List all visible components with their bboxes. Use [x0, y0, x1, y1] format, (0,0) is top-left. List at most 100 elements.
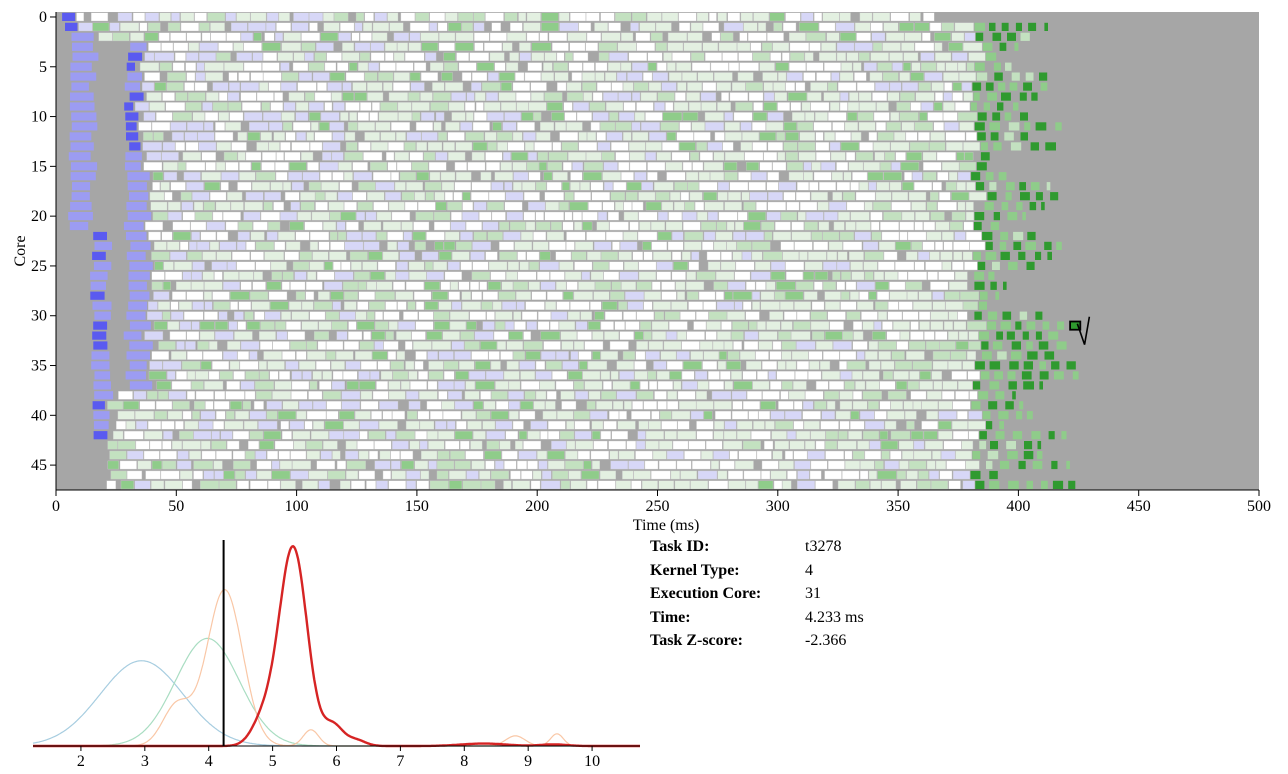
task-block[interactable] [92, 331, 107, 340]
task-block[interactable] [154, 82, 167, 91]
task-block[interactable] [175, 142, 185, 151]
task-block[interactable] [578, 22, 592, 32]
task-block[interactable] [598, 52, 610, 61]
task-block[interactable] [677, 391, 696, 400]
task-block[interactable] [314, 331, 329, 340]
task-block[interactable] [695, 391, 707, 400]
task-block[interactable] [748, 410, 759, 420]
task-block[interactable] [378, 112, 398, 121]
task-block[interactable] [237, 181, 252, 191]
task-block[interactable] [723, 22, 744, 32]
task-block[interactable] [191, 321, 200, 330]
task-block[interactable] [690, 480, 709, 490]
task-block[interactable] [696, 311, 709, 321]
task-block[interactable] [464, 102, 476, 111]
task-block[interactable] [359, 32, 372, 42]
task-block[interactable] [1031, 92, 1038, 101]
task-block[interactable] [963, 301, 978, 311]
task-block[interactable] [305, 291, 315, 301]
task-block[interactable] [499, 440, 511, 450]
task-block[interactable] [344, 151, 363, 161]
task-block[interactable] [842, 241, 863, 251]
task-block[interactable] [144, 430, 163, 440]
task-block[interactable] [837, 440, 857, 450]
task-block[interactable] [682, 211, 697, 221]
task-block[interactable] [425, 261, 433, 271]
task-block[interactable] [236, 241, 246, 251]
task-block[interactable] [322, 142, 341, 151]
task-block[interactable] [460, 440, 470, 450]
task-block[interactable] [162, 460, 177, 470]
task-block[interactable] [752, 381, 770, 390]
task-block[interactable] [924, 72, 943, 81]
task-block[interactable] [392, 440, 409, 450]
task-block[interactable] [202, 251, 217, 261]
task-block[interactable] [474, 331, 494, 340]
task-block[interactable] [319, 381, 332, 390]
task-block[interactable] [868, 470, 877, 480]
task-block[interactable] [620, 62, 632, 71]
task-block[interactable] [249, 430, 264, 440]
task-block[interactable] [469, 52, 490, 61]
task-block[interactable] [346, 381, 359, 390]
task-block[interactable] [513, 281, 529, 291]
task-block[interactable] [207, 12, 226, 22]
task-block[interactable] [758, 410, 771, 420]
task-block[interactable] [215, 410, 226, 420]
task-block[interactable] [968, 331, 979, 340]
task-block[interactable] [240, 92, 257, 101]
task-block[interactable] [749, 191, 768, 201]
task-block[interactable] [1072, 371, 1079, 380]
task-block[interactable] [707, 142, 723, 151]
task-block[interactable] [185, 341, 196, 350]
task-block[interactable] [621, 32, 634, 42]
task-block[interactable] [597, 211, 608, 221]
task-block[interactable] [167, 371, 176, 380]
task-block[interactable] [388, 201, 405, 211]
task-block[interactable] [69, 132, 92, 141]
task-block[interactable] [591, 420, 604, 430]
task-block[interactable] [954, 231, 966, 241]
task-block[interactable] [791, 331, 811, 340]
task-block[interactable] [593, 440, 608, 450]
task-block[interactable] [270, 181, 283, 191]
task-block[interactable] [266, 401, 283, 410]
task-block[interactable] [496, 132, 513, 141]
task-block[interactable] [126, 231, 147, 241]
task-block[interactable] [667, 241, 684, 251]
task-block[interactable] [535, 221, 551, 231]
task-block[interactable] [873, 142, 891, 151]
task-block[interactable] [616, 361, 634, 370]
task-block[interactable] [677, 331, 687, 340]
task-block[interactable] [788, 171, 804, 181]
task-block[interactable] [338, 32, 352, 42]
task-block[interactable] [737, 72, 754, 81]
task-block[interactable] [948, 361, 962, 370]
task-block[interactable] [918, 251, 930, 261]
task-block[interactable] [997, 351, 1007, 360]
task-block[interactable] [882, 321, 893, 330]
task-block[interactable] [1056, 241, 1062, 250]
task-block[interactable] [774, 291, 785, 301]
task-block[interactable] [859, 181, 869, 191]
task-block[interactable] [601, 32, 621, 42]
task-block[interactable] [837, 480, 856, 490]
task-block[interactable] [516, 291, 531, 301]
task-block[interactable] [701, 102, 717, 111]
task-block[interactable] [805, 112, 815, 121]
task-block[interactable] [539, 261, 560, 271]
task-block[interactable] [612, 381, 631, 390]
task-block[interactable] [93, 261, 112, 270]
task-block[interactable] [869, 72, 883, 81]
task-block[interactable] [895, 361, 913, 370]
task-block[interactable] [580, 311, 592, 321]
task-block[interactable] [911, 62, 921, 71]
task-block[interactable] [956, 181, 966, 191]
task-block[interactable] [778, 72, 787, 81]
task-block[interactable] [230, 22, 248, 32]
task-block[interactable] [486, 430, 506, 440]
task-block[interactable] [955, 341, 969, 350]
task-block[interactable] [339, 410, 355, 420]
task-block[interactable] [672, 251, 682, 261]
task-block[interactable] [972, 82, 982, 91]
